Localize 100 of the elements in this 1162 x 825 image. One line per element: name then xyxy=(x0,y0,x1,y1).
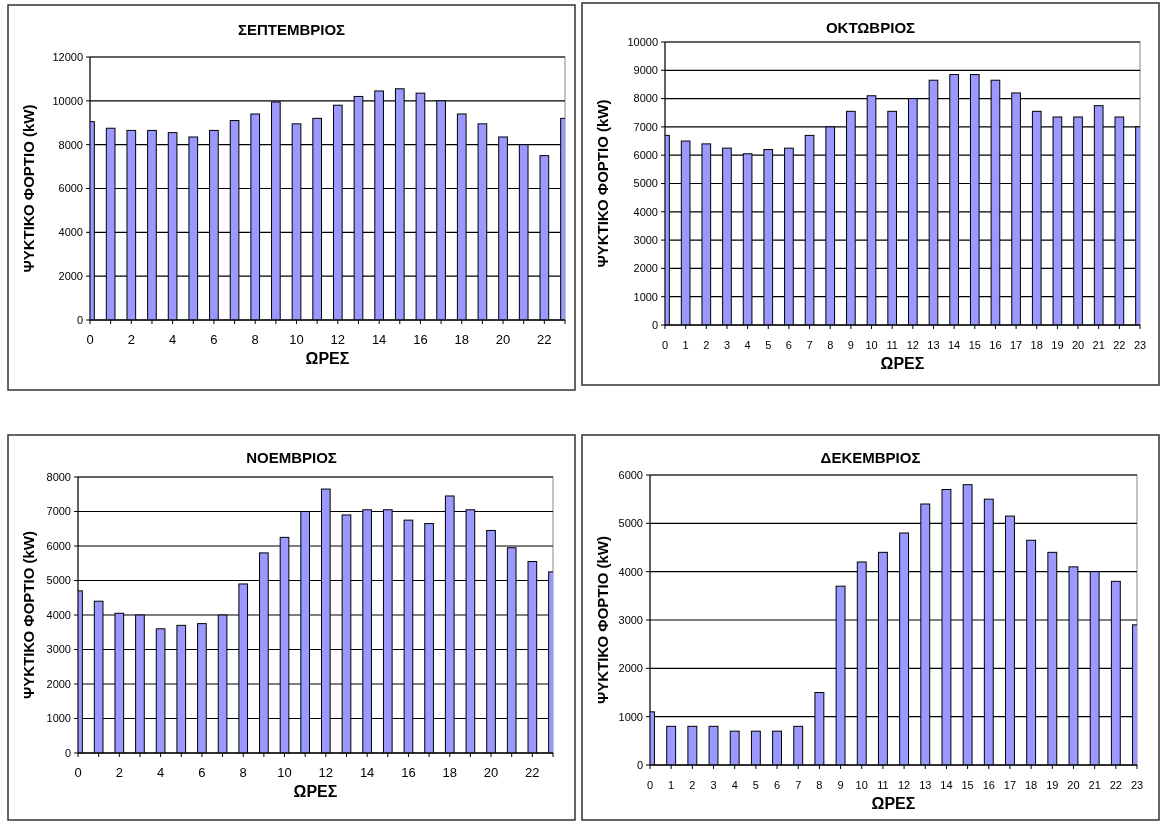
x-tick-label: 5 xyxy=(765,339,772,351)
x-tick-label: 10 xyxy=(865,339,878,351)
x-tick-label: 10 xyxy=(289,332,304,347)
x-tick-label: 8 xyxy=(251,332,259,347)
x-tick-label: 16 xyxy=(401,765,416,780)
y-tick-label: 7000 xyxy=(633,120,658,133)
x-tick-label: 18 xyxy=(1025,779,1038,791)
y-tick-label: 4000 xyxy=(618,565,643,578)
x-tick-label: 12 xyxy=(318,765,334,780)
y-tick-label: 7000 xyxy=(46,505,71,518)
x-tick-label: 17 xyxy=(1009,339,1023,351)
y-tick-label: 5000 xyxy=(46,574,71,587)
x-tick-label: 8 xyxy=(239,765,247,780)
x-tick-label: 6 xyxy=(785,339,792,351)
x-axis-title: ΩΡΕΣ xyxy=(293,783,338,800)
x-tick-label: 6 xyxy=(773,779,781,791)
x-tick-label: 22 xyxy=(525,765,540,780)
x-tick-label: 18 xyxy=(1030,339,1043,351)
x-tick-label: 2 xyxy=(127,332,135,347)
y-tick-label: 6000 xyxy=(46,539,71,552)
x-tick-label: 20 xyxy=(1071,339,1085,351)
x-tick-label: 18 xyxy=(454,332,469,347)
x-tick-label: 12 xyxy=(897,779,911,791)
x-tick-label: 8 xyxy=(827,339,834,351)
chart-title: ΟΚΤΩΒΡΙΟΣ xyxy=(825,19,916,36)
x-tick-label: 14 xyxy=(359,765,375,780)
x-tick-label: 14 xyxy=(940,779,953,791)
x-tick-label: 20 xyxy=(1067,779,1080,791)
x-tick-label: 16 xyxy=(413,332,428,347)
x-tick-label: 7 xyxy=(795,779,802,791)
x-tick-label: 9 xyxy=(847,339,854,351)
y-tick-label: 1000 xyxy=(633,290,658,303)
x-tick-label: 2 xyxy=(703,339,710,351)
x-axis-title: ΩΡΕΣ xyxy=(871,795,916,812)
x-tick-label: 13 xyxy=(927,339,940,351)
x-tick-label: 15 xyxy=(961,779,974,791)
x-tick-label: 4 xyxy=(744,339,751,351)
x-tick-label: 23 xyxy=(1130,779,1144,791)
x-tick-label: 11 xyxy=(886,339,898,351)
x-tick-label: 14 xyxy=(948,339,961,351)
chart-title: ΝΟΕΜΒΡΙΟΣ xyxy=(246,449,337,466)
y-tick-label: 1000 xyxy=(618,710,643,723)
y-tick-label: 6000 xyxy=(58,182,83,195)
x-tick-label: 12 xyxy=(906,339,919,351)
x-tick-label: 21 xyxy=(1092,339,1105,351)
y-tick-label: 9000 xyxy=(633,64,658,77)
x-tick-label: 1 xyxy=(668,779,675,791)
x-tick-label: 6 xyxy=(210,332,218,347)
x-tick-label: 15 xyxy=(968,339,981,351)
x-tick-label: 22 xyxy=(1109,779,1122,791)
y-tick-label: 10000 xyxy=(627,35,658,48)
x-tick-label: 12 xyxy=(330,332,346,347)
x-tick-label: 20 xyxy=(495,332,511,347)
y-tick-label: 6000 xyxy=(633,149,658,162)
x-tick-label: 22 xyxy=(537,332,552,347)
x-tick-label: 5 xyxy=(752,779,759,791)
y-tick-label: 5000 xyxy=(618,517,643,530)
x-tick-label: 23 xyxy=(1133,339,1147,351)
x-tick-label: 4 xyxy=(168,332,177,347)
x-tick-label: 10 xyxy=(855,779,868,791)
y-tick-label: 8000 xyxy=(46,470,71,483)
y-tick-label: 2000 xyxy=(618,662,643,675)
y-axis-title: ΨΥΚΤΙΚΟ ΦΟΡΤΙΟ (kW) xyxy=(20,531,37,699)
y-tick-label: 0 xyxy=(64,746,71,759)
y-tick-label: 8000 xyxy=(633,92,658,105)
chart-title: ΣΕΠΤΕΜΒΡΙΟΣ xyxy=(237,21,346,38)
x-tick-label: 6 xyxy=(198,765,206,780)
y-tick-label: 4000 xyxy=(633,205,658,218)
y-tick-label: 2000 xyxy=(58,270,83,283)
x-tick-label: 21 xyxy=(1088,779,1101,791)
y-axis-title: ΨΥΚΤΙΚΟ ΦΟΡΤΙΟ (kW) xyxy=(594,99,611,268)
x-tick-label: 18 xyxy=(442,765,457,780)
x-tick-label: 1 xyxy=(682,339,689,351)
y-tick-label: 4000 xyxy=(58,226,83,239)
x-tick-label: 3 xyxy=(723,339,731,351)
y-tick-label: 3000 xyxy=(618,613,643,626)
x-tick-label: 2 xyxy=(689,779,696,791)
y-axis-title: ΨΥΚΤΙΚΟ ΦΟΡΤΙΟ (kW) xyxy=(594,536,611,704)
y-tick-label: 8000 xyxy=(58,138,83,151)
x-axis-title: ΩΡΕΣ xyxy=(305,350,350,367)
chart-title: ΔΕΚΕΜΒΡΙΟΣ xyxy=(820,449,921,466)
y-tick-label: 2000 xyxy=(633,262,658,275)
x-tick-label: 4 xyxy=(156,765,165,780)
x-tick-label: 8 xyxy=(816,779,823,791)
x-tick-label: 0 xyxy=(661,339,669,351)
x-tick-label: 20 xyxy=(483,765,499,780)
x-tick-label: 10 xyxy=(277,765,292,780)
x-tick-label: 2 xyxy=(115,765,123,780)
x-tick-label: 7 xyxy=(806,339,813,351)
y-tick-label: 1000 xyxy=(46,712,71,725)
y-tick-label: 10000 xyxy=(52,94,83,107)
x-tick-label: 16 xyxy=(982,779,995,791)
y-tick-label: 2000 xyxy=(46,677,71,690)
x-tick-label: 19 xyxy=(1046,779,1059,791)
y-tick-label: 6000 xyxy=(618,468,643,481)
x-tick-label: 11 xyxy=(877,779,889,791)
x-tick-label: 14 xyxy=(371,332,387,347)
x-tick-label: 0 xyxy=(86,332,94,347)
y-tick-label: 0 xyxy=(76,313,83,326)
y-tick-label: 5000 xyxy=(633,177,658,190)
